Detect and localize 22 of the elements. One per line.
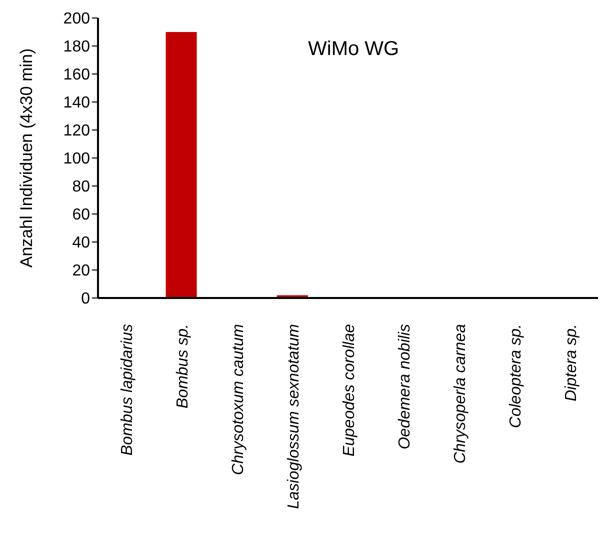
x-tick-label: Coleoptera sp. — [508, 324, 525, 428]
y-tick-label: 20 — [72, 262, 90, 280]
x-tick-label: Chrysotoxum cautum — [230, 324, 247, 476]
y-tick-label: 140 — [63, 94, 90, 112]
x-tick-label: Bombus sp. — [174, 324, 192, 408]
y-tick-label: 0 — [81, 290, 90, 308]
x-tick-label: Bombus lapidarius — [118, 324, 136, 456]
x-tick-label: Lasioglossum sexnotatum — [285, 324, 302, 509]
y-tick-label: 60 — [72, 206, 90, 224]
annotation: WiMo WG — [308, 38, 400, 61]
x-tick-label: Chrysoperla carnea — [452, 324, 470, 464]
y-tick-label: 80 — [72, 178, 90, 196]
y-tick-label: 120 — [63, 122, 90, 140]
y-tick-label: 100 — [63, 150, 90, 168]
x-tick-label: Diptera sp. — [563, 324, 580, 402]
y-tick-label: 200 — [63, 10, 90, 28]
x-tick-label: Oedemera nobilis — [396, 324, 414, 450]
y-tick-label: 40 — [72, 234, 90, 252]
y-axis-title: Anzahl Individuen (4x30 min) — [17, 48, 36, 268]
y-tick-label: 160 — [63, 66, 90, 84]
y-tick-label: 180 — [63, 38, 90, 56]
x-tick-label: Eupeodes corollae — [341, 324, 358, 457]
